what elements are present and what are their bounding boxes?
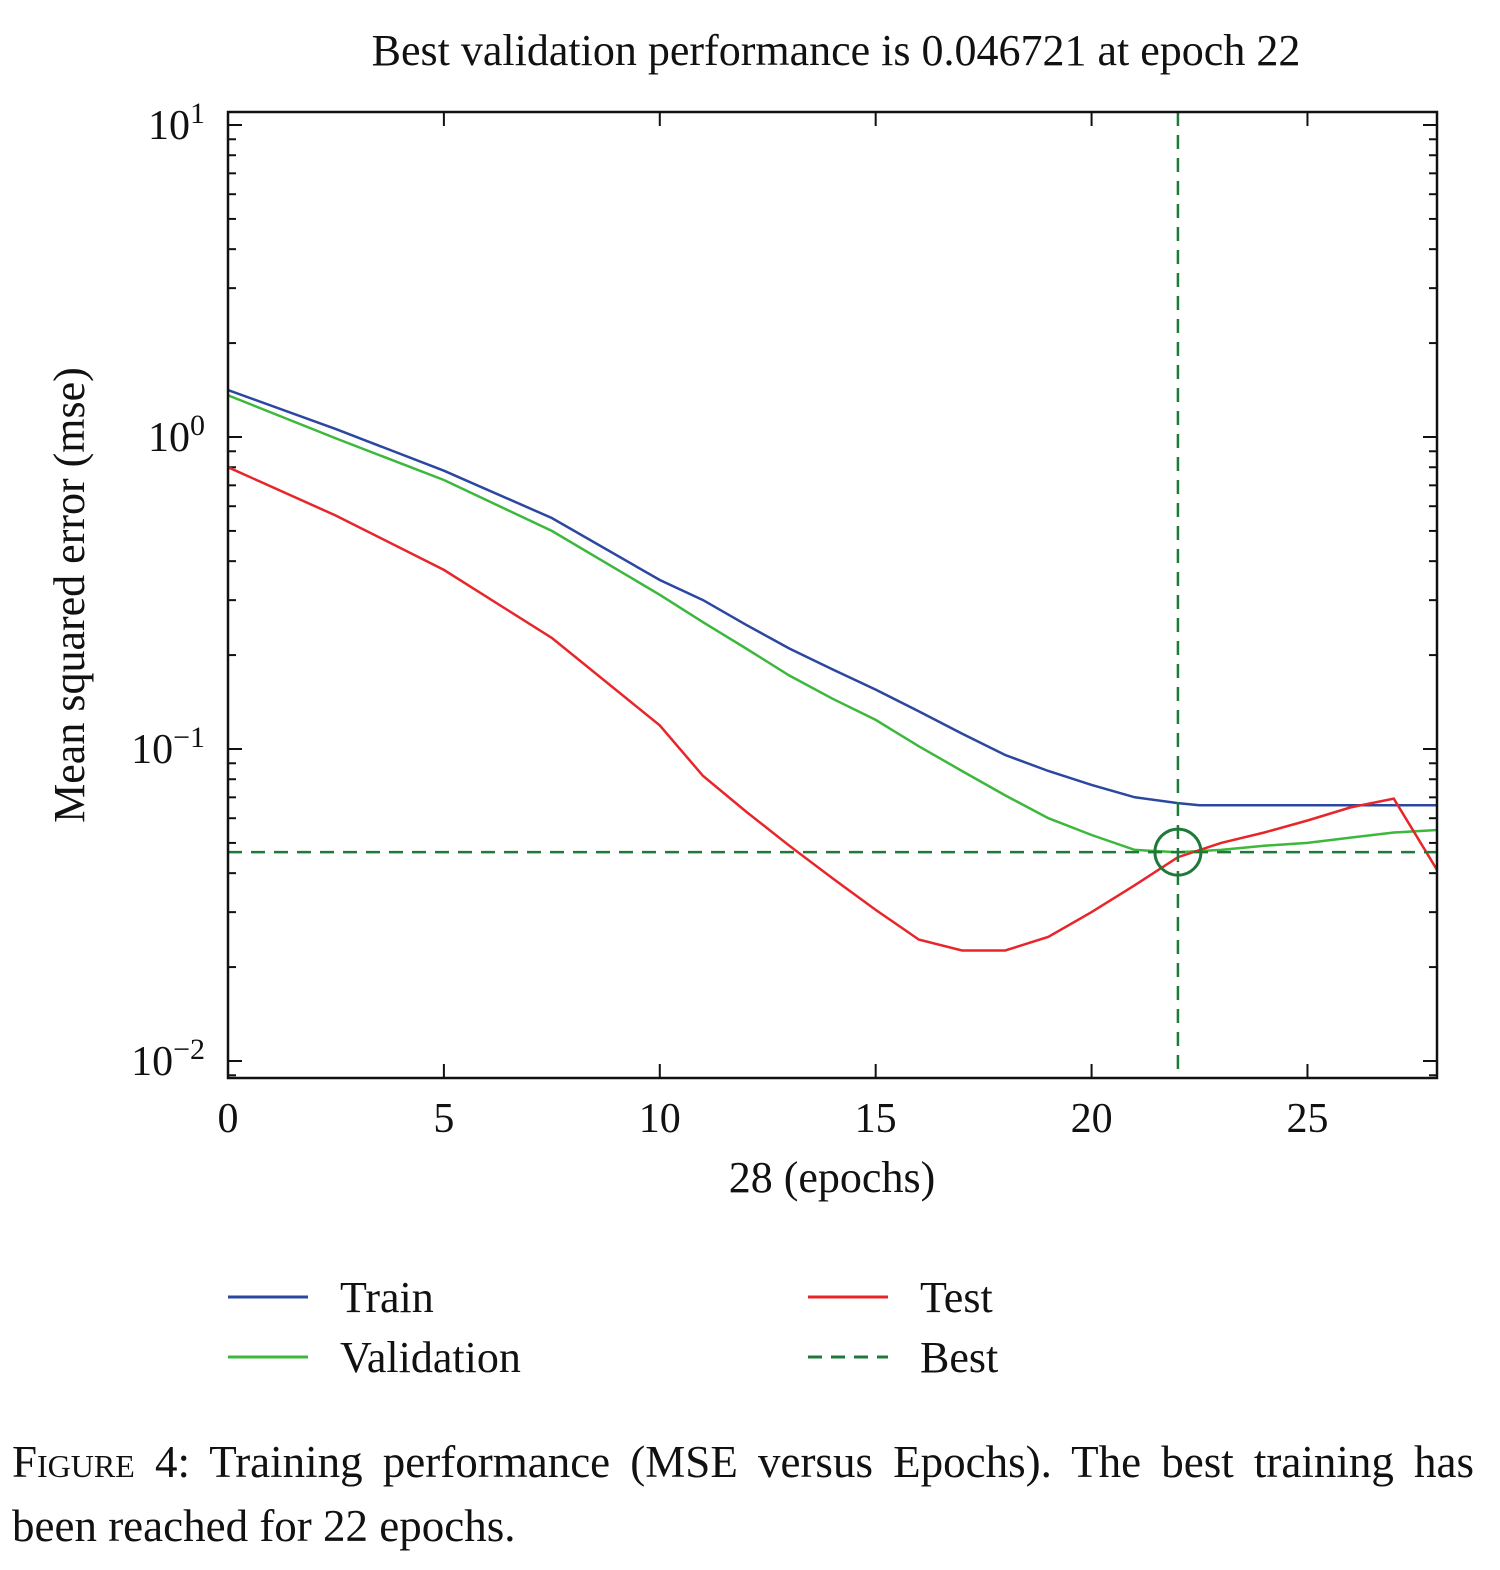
y-axis-label: Mean squared error (mse) [45,367,94,823]
legend-label-train: Train [340,1273,434,1322]
chart-title: Best validation performance is 0.046721 … [372,26,1301,75]
figure-caption: Figure 4: Training performance (MSE vers… [12,1430,1474,1558]
x-tick-label: 25 [1286,1096,1328,1142]
chart: Best validation performance is 0.046721 … [45,26,1439,1382]
legend-label-validation: Validation [340,1333,521,1382]
series-line-train [228,388,1437,807]
series-line-validation [228,394,1437,854]
caption-text: Training performance (MSE versus Epochs)… [12,1437,1475,1551]
y-tick-label: 101 [148,97,205,149]
x-tick-label: 0 [218,1096,239,1142]
x-tick-label: 10 [639,1096,681,1142]
legend-label-test: Test [920,1273,993,1322]
best-marker [1153,827,1203,877]
x-tick-label: 5 [433,1096,454,1142]
x-axis-label: 28 (epochs) [729,1153,936,1202]
plot-frame [226,110,1439,1080]
caption-label: Figure 4: [12,1437,190,1487]
x-tick-label: 20 [1071,1096,1113,1142]
legend-label-best: Best [920,1333,998,1382]
y-tick-label: 10−2 [131,1033,205,1085]
y-tick-label: 100 [148,409,205,461]
series-line-test [228,466,1437,952]
x-tick-label: 15 [855,1096,897,1142]
y-tick-label: 10−1 [131,721,205,773]
